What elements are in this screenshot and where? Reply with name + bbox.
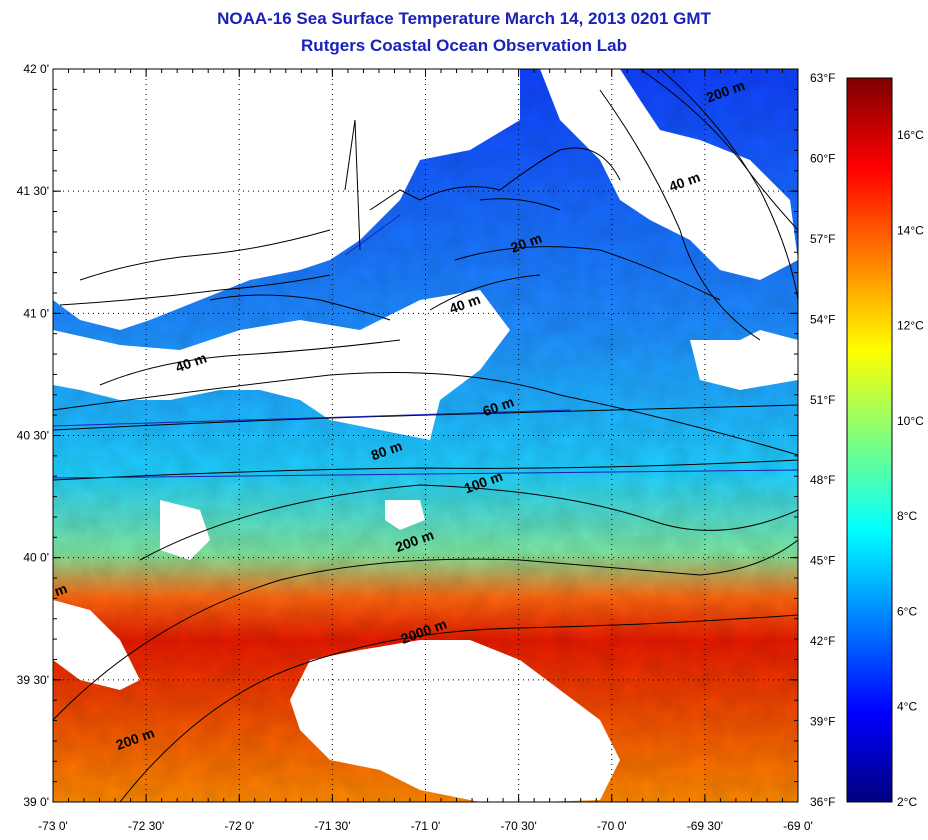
axis-ticks xyxy=(52,68,799,803)
latitude-tick-label: 42 0' xyxy=(23,62,49,76)
fahrenheit-tick-label: 36°F xyxy=(810,795,835,809)
fahrenheit-tick-label: 39°F xyxy=(810,715,835,729)
latitude-labels: 42 0' 41 30' 41 0' 40 30' 40 0' 39 30' 39 0' xyxy=(17,62,49,809)
longitude-tick-label: -70 30' xyxy=(500,819,536,833)
fahrenheit-tick-label: 54°F xyxy=(810,312,835,326)
longitude-tick-label: -72 0' xyxy=(224,819,254,833)
latitude-tick-label: 41 0' xyxy=(23,306,49,320)
latitude-tick-label: 39 30' xyxy=(17,673,49,687)
longitude-tick-label: -69 0' xyxy=(783,819,813,833)
longitude-tick-label: -72 30' xyxy=(128,819,164,833)
fahrenheit-tick-label: 57°F xyxy=(810,232,835,246)
fahrenheit-labels: 63°F 60°F 57°F 54°F 51°F 48°F 45°F 42°F 39°F 36°F xyxy=(810,71,835,809)
longitude-labels: -73 0' -72 30' -72 0' -71 30' -71 0' -70 30' -… xyxy=(38,819,813,833)
longitude-tick-label: -71 30' xyxy=(314,819,350,833)
celsius-tick-label: 16°C xyxy=(897,128,924,142)
celsius-tick-label: 6°C xyxy=(897,604,917,618)
celsius-tick-label: 4°C xyxy=(897,700,917,714)
map-title: NOAA-16 Sea Surface Temperature March 14… xyxy=(217,9,711,28)
celsius-tick-label: 14°C xyxy=(897,223,924,237)
longitude-tick-label: -73 0' xyxy=(38,819,68,833)
fahrenheit-tick-label: 45°F xyxy=(810,554,835,568)
bathymetry-contours xyxy=(53,69,798,802)
latitude-tick-label: 40 0' xyxy=(23,551,49,565)
colorbar xyxy=(846,77,893,803)
latitude-tick-label: 41 30' xyxy=(17,184,49,198)
fahrenheit-tick-label: 60°F xyxy=(810,151,835,165)
celsius-tick-label: 2°C xyxy=(897,795,917,809)
cloud-mask xyxy=(53,69,798,802)
celsius-tick-label: 8°C xyxy=(897,509,917,523)
latitude-tick-label: 40 30' xyxy=(17,429,49,443)
fahrenheit-tick-label: 48°F xyxy=(810,473,835,487)
graticule xyxy=(53,69,798,802)
fahrenheit-tick-label: 63°F xyxy=(810,71,835,85)
longitude-tick-label: -71 0' xyxy=(411,819,441,833)
longitude-tick-label: -70 0' xyxy=(597,819,627,833)
celsius-labels: 16°C 14°C 12°C 10°C 8°C 6°C 4°C 2°C xyxy=(897,128,924,809)
longitude-tick-label: -69 30' xyxy=(687,819,723,833)
depth-contour-label: m xyxy=(52,580,69,599)
celsius-tick-label: 10°C xyxy=(897,414,924,428)
fahrenheit-tick-label: 51°F xyxy=(810,393,835,407)
fahrenheit-tick-label: 42°F xyxy=(810,634,835,648)
celsius-tick-label: 12°C xyxy=(897,319,924,333)
latitude-tick-label: 39 0' xyxy=(23,795,49,809)
map-subtitle: Rutgers Coastal Ocean Observation Lab xyxy=(301,36,627,55)
